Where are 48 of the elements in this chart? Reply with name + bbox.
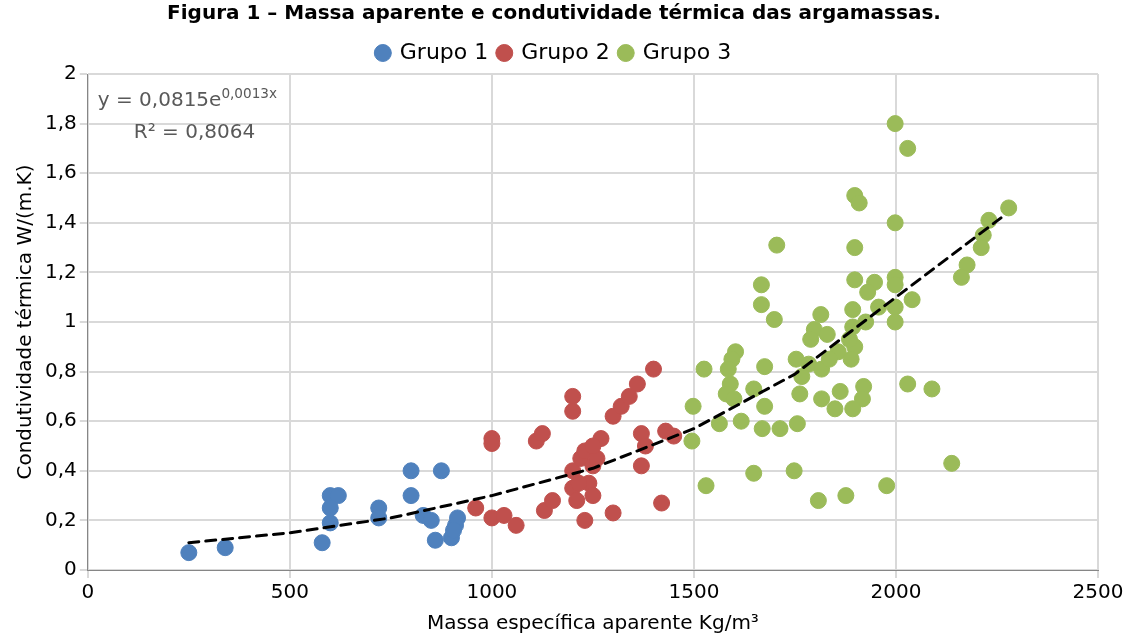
y-tick-label: 0 (64, 556, 77, 581)
y-axis-title: Condutividade térmica W/(m.K) (12, 164, 37, 480)
point (507, 516, 525, 534)
y-tick-label: 1,6 (44, 159, 77, 184)
point (628, 375, 646, 393)
point (564, 402, 582, 420)
point (533, 425, 551, 443)
point (422, 511, 440, 529)
point (426, 531, 444, 549)
y-tick-label: 1 (64, 308, 77, 333)
y-tick-label: 1,4 (44, 209, 77, 233)
point (544, 492, 561, 510)
legend-label: Grupo 1 (399, 38, 489, 64)
y-tick-label: 0,6 (44, 407, 77, 432)
point (584, 487, 602, 505)
point (645, 360, 663, 378)
y-tick-label: 1,2 (44, 258, 77, 283)
x-tick-label: 2000 (870, 579, 922, 604)
legend-label: Grupo 3 (642, 38, 732, 64)
x-tick-label: 1000 (466, 579, 518, 604)
point (216, 539, 234, 557)
point (180, 544, 198, 562)
x-tick-label: 2500 (1072, 579, 1124, 604)
annotation: R² = 0,8064 (133, 119, 256, 143)
point (620, 387, 638, 405)
point (632, 457, 650, 475)
point (402, 487, 420, 505)
point (467, 499, 485, 517)
point (402, 462, 420, 480)
point (568, 492, 586, 510)
y-tick-label: 1,8 (44, 109, 77, 134)
point (653, 494, 671, 512)
x-axis-title: Massa específica aparente Kg/m³ (426, 610, 759, 635)
point (313, 534, 331, 552)
y-tick-label: 2 (64, 60, 77, 85)
x-tick-label: 0 (81, 579, 95, 604)
point (495, 506, 513, 524)
point (576, 511, 594, 529)
legend-label: Grupo 2 (521, 38, 610, 64)
y-tick-label: 0,8 (44, 357, 77, 382)
chart-title: Figura 1 – Massa aparente e condutividade térmica das argamassas. (167, 0, 941, 25)
y-tick-label: 0,2 (44, 506, 77, 531)
point (432, 462, 450, 480)
x-tick-label: 1500 (668, 579, 720, 604)
y-tick-label: 0,4 (44, 457, 77, 481)
point (604, 504, 622, 522)
point (564, 387, 582, 405)
x-tick-label: 500 (270, 579, 309, 604)
